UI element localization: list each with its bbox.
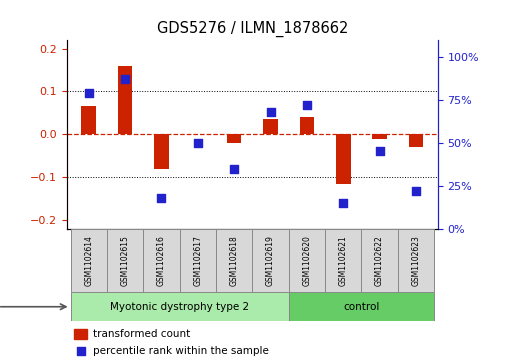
FancyBboxPatch shape <box>107 229 143 292</box>
Title: GDS5276 / ILMN_1878662: GDS5276 / ILMN_1878662 <box>157 21 348 37</box>
Text: control: control <box>343 302 380 312</box>
Point <box>194 140 202 146</box>
FancyBboxPatch shape <box>289 229 325 292</box>
Bar <box>263 119 278 134</box>
Point <box>266 109 274 115</box>
Bar <box>154 134 169 169</box>
Bar <box>81 106 96 134</box>
FancyBboxPatch shape <box>180 229 216 292</box>
Text: percentile rank within the sample: percentile rank within the sample <box>93 346 269 356</box>
FancyBboxPatch shape <box>362 229 398 292</box>
Text: GSM1102618: GSM1102618 <box>230 235 238 286</box>
Text: GSM1102619: GSM1102619 <box>266 235 275 286</box>
Bar <box>74 329 88 339</box>
Point <box>303 102 311 108</box>
Point <box>375 148 384 154</box>
Text: GSM1102614: GSM1102614 <box>84 235 93 286</box>
Bar <box>300 117 314 134</box>
FancyBboxPatch shape <box>325 229 362 292</box>
Text: GSM1102622: GSM1102622 <box>375 235 384 286</box>
Bar <box>227 134 242 143</box>
Bar <box>118 66 132 134</box>
FancyBboxPatch shape <box>398 229 434 292</box>
Bar <box>372 134 387 139</box>
Point <box>230 166 238 172</box>
Text: GSM1102623: GSM1102623 <box>411 235 420 286</box>
Bar <box>409 134 423 147</box>
Text: GSM1102615: GSM1102615 <box>121 235 130 286</box>
Text: GSM1102620: GSM1102620 <box>302 235 312 286</box>
FancyBboxPatch shape <box>143 229 180 292</box>
Point <box>339 200 347 206</box>
Text: GSM1102616: GSM1102616 <box>157 235 166 286</box>
FancyBboxPatch shape <box>252 229 289 292</box>
Point <box>412 188 420 194</box>
FancyBboxPatch shape <box>216 229 252 292</box>
Text: GSM1102621: GSM1102621 <box>339 235 348 286</box>
Text: Myotonic dystrophy type 2: Myotonic dystrophy type 2 <box>110 302 249 312</box>
FancyBboxPatch shape <box>71 229 107 292</box>
Point <box>77 348 85 354</box>
Bar <box>336 134 351 184</box>
FancyBboxPatch shape <box>289 292 434 321</box>
Point <box>158 195 166 201</box>
FancyBboxPatch shape <box>71 292 289 321</box>
Text: GSM1102617: GSM1102617 <box>193 235 202 286</box>
Text: transformed count: transformed count <box>93 329 190 339</box>
Point <box>84 90 93 96</box>
Point <box>121 77 129 82</box>
